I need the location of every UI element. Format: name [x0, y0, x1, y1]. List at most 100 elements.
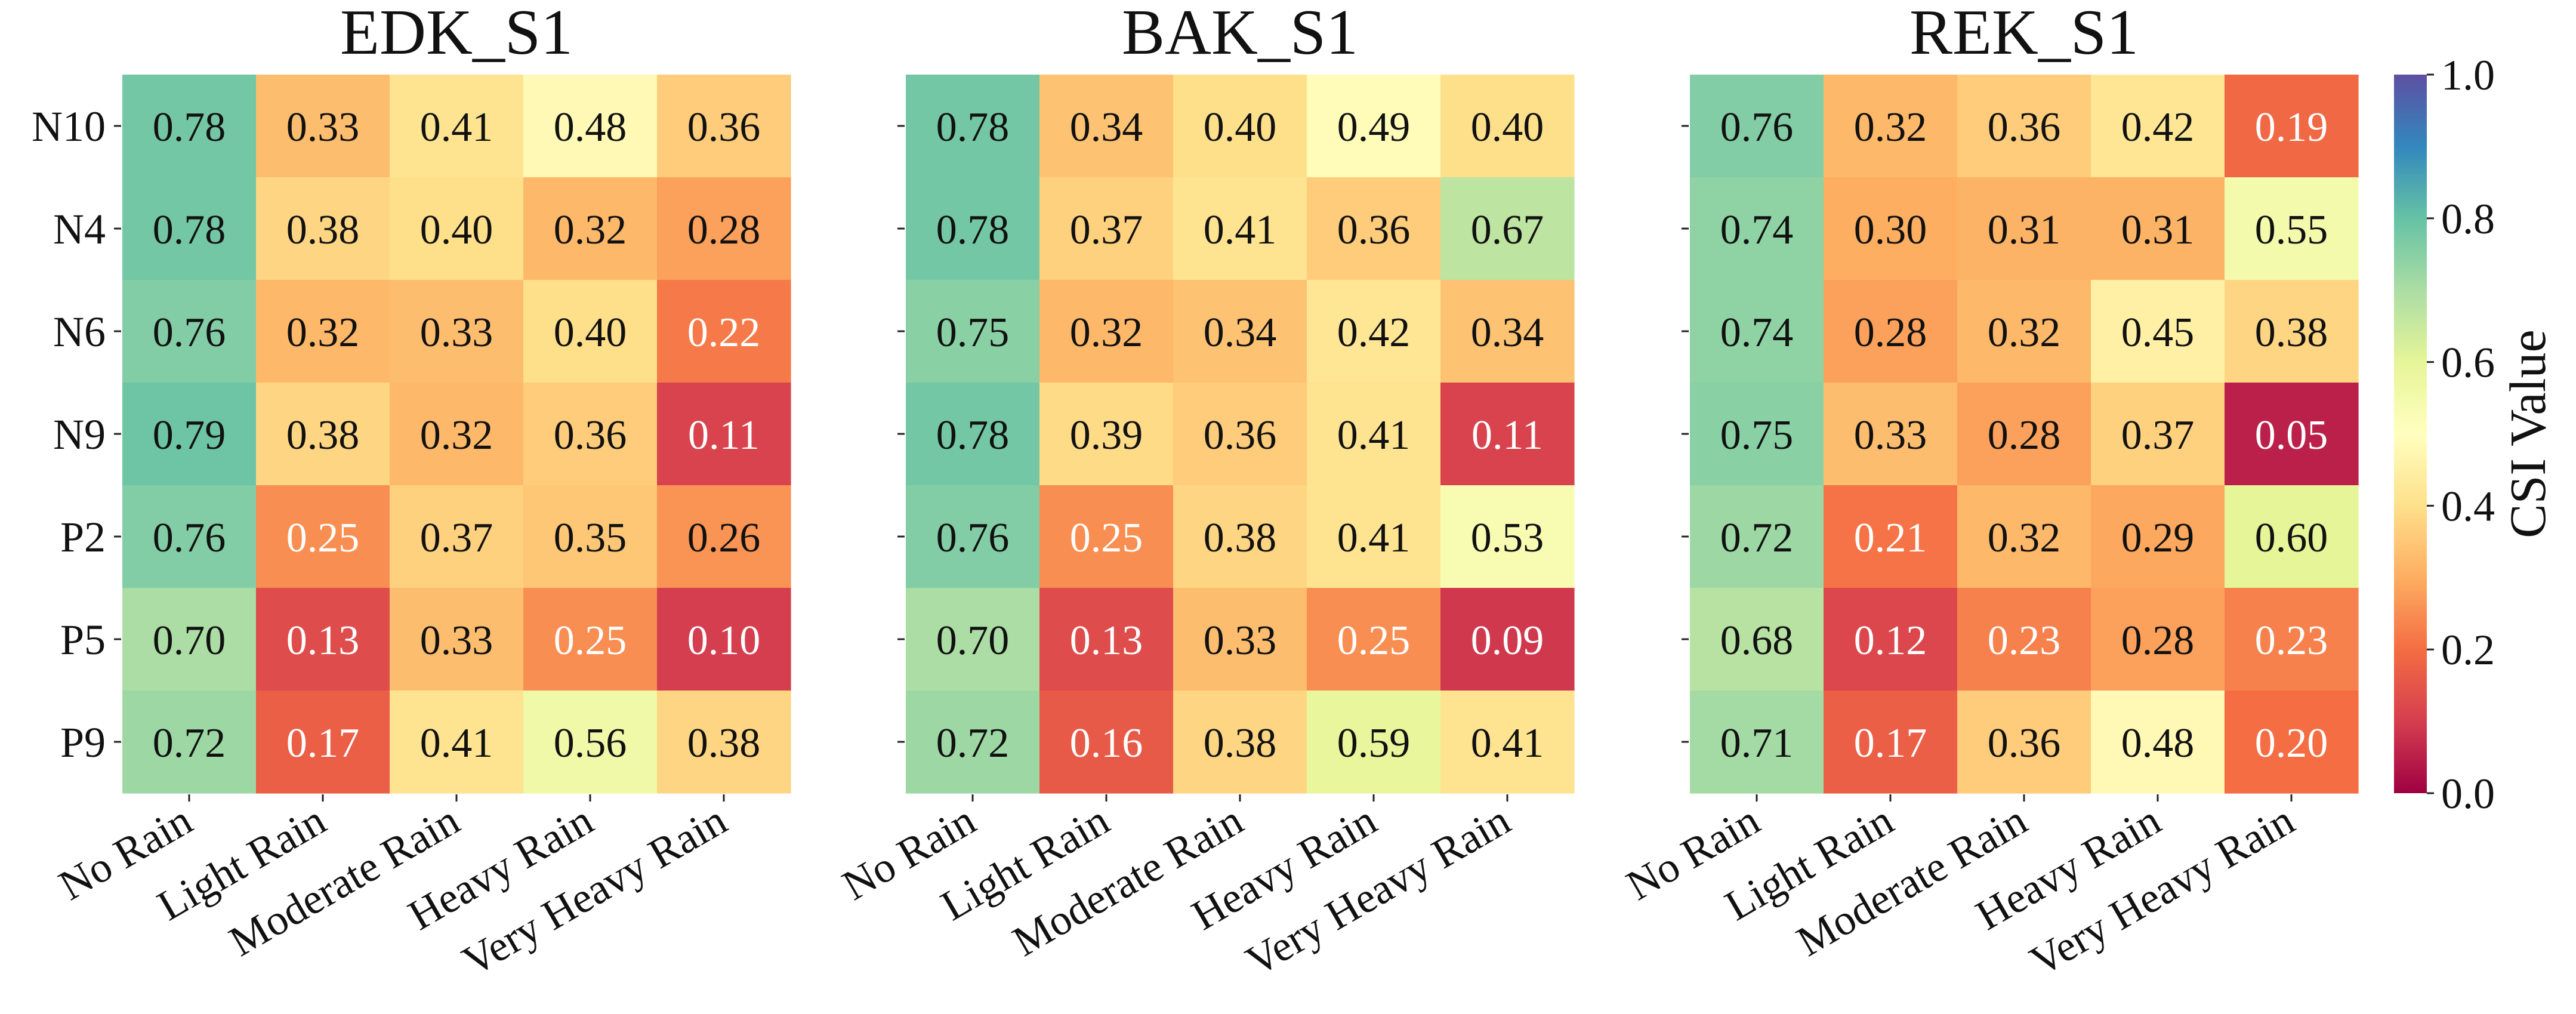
cell-value-label: 0.72 [1720, 515, 1794, 561]
cell-value-label: 0.78 [936, 207, 1010, 253]
panel-title: EDK_S1 [340, 0, 573, 68]
cell-value-label: 0.37 [420, 515, 493, 561]
cell-value-label: 0.17 [1854, 720, 1927, 766]
colorbar-tick-label: 0.0 [2441, 770, 2495, 818]
heatmap-cell [657, 485, 791, 588]
cell-value-label: 0.72 [936, 720, 1010, 766]
heatmap-cell [2225, 588, 2359, 691]
heatmap-cell [1824, 177, 1958, 281]
heatmap-cell [122, 75, 257, 178]
cell-value-label: 0.33 [286, 104, 360, 150]
cell-value-label: 0.20 [2255, 720, 2328, 766]
panel-bak-s1: BAK_S1 0.78 0.34 0.40 0.49 0.40 0.78 0.37 0.41 0.… [834, 0, 1575, 985]
cell-value-label: 0.33 [1204, 618, 1277, 664]
heatmap-cell [2091, 75, 2225, 178]
heatmap-cell [2091, 588, 2225, 691]
heatmap-cell [523, 691, 658, 794]
cell-value-label: 0.30 [1854, 207, 1927, 253]
cell-value-label: 0.59 [1337, 720, 1411, 766]
cell-value-label: 0.33 [420, 310, 493, 356]
heatmap-cell [1173, 75, 1307, 178]
cell-value-label: 0.33 [1854, 412, 1927, 458]
colorbar-tick-label: 1.0 [2441, 51, 2495, 99]
heatmap-cell [1039, 383, 1174, 486]
cell-value-label: 0.33 [420, 618, 493, 664]
cell-value-label: 0.78 [936, 412, 1010, 458]
cell-value-label: 0.55 [2255, 207, 2328, 253]
cell-value-label: 0.35 [554, 515, 627, 561]
heatmap-cell [657, 280, 791, 383]
heatmap-cell [1440, 280, 1575, 383]
colorbar-tick-label: 0.2 [2441, 626, 2495, 674]
cell-value-label: 0.36 [1988, 104, 2061, 150]
heatmap-cell [2225, 485, 2359, 588]
cell-value-label: 0.76 [153, 310, 226, 356]
y-tick-label: N6 [53, 308, 106, 356]
heatmap-cell [2225, 75, 2359, 178]
heatmap-cell [256, 691, 390, 794]
heatmap-cell [2225, 177, 2359, 281]
heatmap-cell [657, 75, 791, 178]
heatmap-cell [1440, 691, 1575, 794]
heatmap-cell [1307, 588, 1441, 691]
heatmap-cell [256, 75, 390, 178]
cell-value-label: 0.32 [1854, 104, 1927, 150]
cell-value-label: 0.72 [153, 720, 226, 766]
cell-value-label: 0.13 [1070, 618, 1143, 664]
heatmap-cell [1307, 383, 1441, 486]
heatmap-cell [390, 177, 524, 281]
heatmap-cell [256, 588, 390, 691]
heatmap-cell [2091, 485, 2225, 588]
cell-value-label: 0.28 [687, 207, 761, 253]
heatmap-cell [523, 383, 658, 486]
cell-value-label: 0.76 [153, 515, 226, 561]
heatmap-cell [1173, 691, 1307, 794]
cell-value-label: 0.78 [153, 104, 226, 150]
heatmap-cell [390, 383, 524, 486]
heatmap-cell [2091, 280, 2225, 383]
heatmap-cell [1690, 485, 1824, 588]
cell-value-label: 0.36 [687, 104, 761, 150]
cell-value-label: 0.28 [1988, 412, 2061, 458]
heatmap-cell [390, 485, 524, 588]
heatmap-cell [1440, 75, 1575, 178]
cell-value-label: 0.67 [1471, 207, 1544, 253]
heatmap-cell [906, 280, 1040, 383]
cell-value-label: 0.36 [1204, 412, 1277, 458]
cell-value-label: 0.41 [1337, 412, 1411, 458]
cell-value-label: 0.78 [153, 207, 226, 253]
cell-value-label: 0.25 [554, 618, 627, 664]
cell-value-label: 0.41 [420, 720, 493, 766]
heatmap-cell [1039, 280, 1174, 383]
heatmap-cell [523, 75, 658, 178]
heatmap-cell [122, 177, 257, 281]
heatmap-cell [1824, 691, 1958, 794]
heatmap-cell [1307, 280, 1441, 383]
heatmap-cell [1039, 588, 1174, 691]
heatmap-cell [1173, 177, 1307, 281]
heatmap-cell [523, 280, 658, 383]
heatmap-cell [657, 588, 791, 691]
heatmap-cell [2091, 691, 2225, 794]
cell-value-label: 0.41 [1471, 720, 1544, 766]
cell-value-label: 0.48 [554, 104, 627, 150]
heatmap-cell [2225, 280, 2359, 383]
heatmap-cell [390, 691, 524, 794]
heatmap-cell [122, 383, 257, 486]
cell-value-label: 0.41 [1204, 207, 1277, 253]
heatmap-cell [906, 383, 1040, 486]
cell-value-label: 0.42 [1337, 310, 1411, 356]
cell-value-label: 0.40 [1471, 104, 1544, 150]
cell-value-label: 0.19 [2255, 104, 2328, 150]
cell-value-label: 0.25 [286, 515, 360, 561]
y-tick-label: P2 [60, 513, 106, 561]
cell-value-label: 0.48 [2121, 720, 2195, 766]
y-tick-label: N10 [32, 103, 106, 150]
heatmap-cell [1690, 177, 1824, 281]
panel-title: BAK_S1 [1122, 0, 1358, 68]
colorbar-tick-label: 0.6 [2441, 339, 2495, 387]
cell-value-label: 0.29 [2121, 515, 2195, 561]
heatmap-cell [906, 177, 1040, 281]
heatmap-cell [122, 691, 257, 794]
heatmap-cell [1957, 691, 2091, 794]
